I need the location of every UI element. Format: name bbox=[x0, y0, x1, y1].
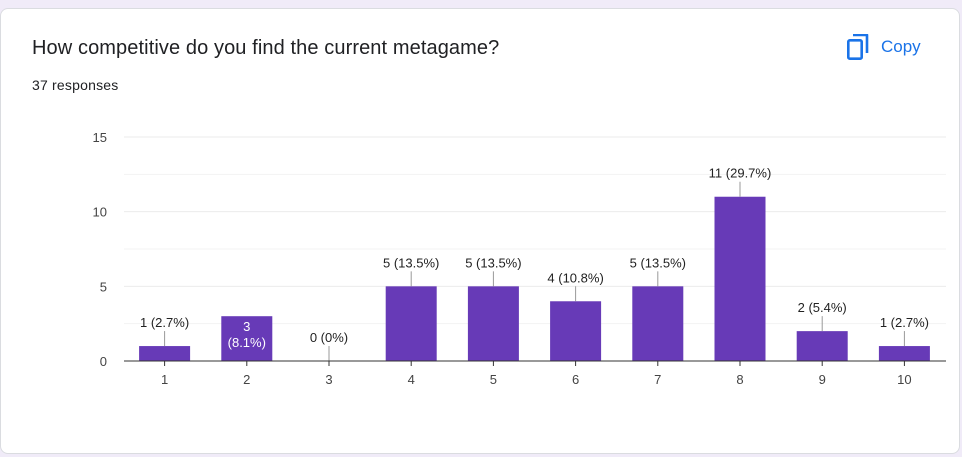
data-label: 2 (5.4%) bbox=[798, 300, 847, 315]
data-label: 5 (13.5%) bbox=[630, 255, 686, 270]
x-tick-label: 1 bbox=[161, 372, 168, 387]
x-tick-label: 3 bbox=[325, 372, 332, 387]
data-label: (8.1%) bbox=[228, 335, 266, 350]
bar bbox=[714, 196, 766, 361]
bar bbox=[467, 286, 519, 361]
bar bbox=[796, 331, 848, 361]
x-tick-label: 6 bbox=[572, 372, 579, 387]
x-tick-label: 9 bbox=[819, 372, 826, 387]
copy-icon bbox=[847, 34, 869, 60]
data-label: 5 (13.5%) bbox=[465, 255, 521, 270]
x-tick-label: 7 bbox=[654, 372, 661, 387]
bar bbox=[221, 316, 273, 361]
bar bbox=[878, 346, 930, 361]
bar bbox=[139, 346, 191, 361]
bar bbox=[385, 286, 437, 361]
data-label: 5 (13.5%) bbox=[383, 255, 439, 270]
data-label: 1 (2.7%) bbox=[140, 315, 189, 330]
data-label: 0 (0%) bbox=[310, 330, 348, 345]
x-tick-label: 10 bbox=[897, 372, 911, 387]
question-card: How competitive do you find the current … bbox=[0, 8, 960, 454]
y-tick-label: 5 bbox=[100, 279, 107, 294]
response-count: 37 responses bbox=[32, 77, 119, 93]
bar bbox=[550, 301, 602, 361]
x-tick-label: 2 bbox=[243, 372, 250, 387]
x-tick-label: 4 bbox=[408, 372, 415, 387]
data-label: 3 bbox=[243, 319, 250, 334]
data-label: 4 (10.8%) bbox=[547, 270, 603, 285]
x-tick-label: 5 bbox=[490, 372, 497, 387]
data-label: 11 (29.7%) bbox=[709, 166, 772, 181]
question-title: How competitive do you find the current … bbox=[32, 37, 500, 59]
data-label: 1 (2.7%) bbox=[880, 315, 929, 330]
bar bbox=[632, 286, 684, 361]
copy-button[interactable]: Copy bbox=[839, 29, 929, 65]
copy-label: Copy bbox=[881, 37, 921, 56]
y-tick-label: 10 bbox=[93, 205, 107, 220]
y-tick-label: 0 bbox=[100, 354, 107, 369]
x-tick-label: 8 bbox=[736, 372, 743, 387]
y-tick-label: 15 bbox=[93, 130, 107, 145]
